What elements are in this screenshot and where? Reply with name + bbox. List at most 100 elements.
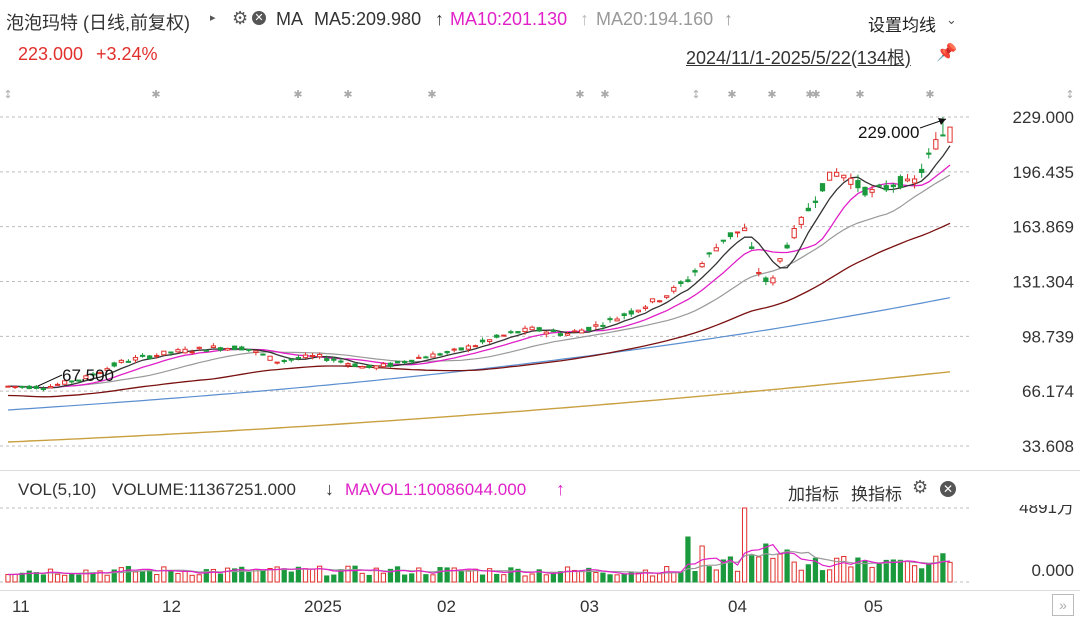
- event-marker-icon: ✱: [925, 90, 934, 101]
- ma10-line: [7, 164, 951, 389]
- candle-body: [331, 358, 337, 361]
- event-marker-icon: ✱: [600, 90, 609, 101]
- volume-bar: [444, 567, 450, 583]
- gear-icon[interactable]: ⚙: [912, 477, 929, 497]
- candle-body: [387, 362, 394, 367]
- candle-body: [366, 364, 372, 369]
- candle-body: [607, 318, 613, 321]
- candle-body: [232, 345, 238, 351]
- candles: [5, 117, 953, 392]
- current-price: 223.000: [18, 44, 84, 64]
- candle-body: [47, 386, 54, 389]
- candle-body: [295, 357, 302, 360]
- chevron-down-icon[interactable]: ⌄: [946, 12, 957, 27]
- gear-icon[interactable]: ⚙: [232, 8, 249, 28]
- event-marker-icon: ✱: [855, 90, 864, 101]
- ma-lines: [7, 145, 951, 443]
- x-tick-label: 04: [728, 597, 747, 616]
- close-icon[interactable]: ✕: [252, 11, 266, 25]
- volume-bar: [579, 570, 585, 583]
- candle-body: [834, 171, 840, 177]
- volume-bar: [834, 557, 840, 583]
- y-tick-label: 33.608: [1022, 437, 1074, 456]
- switch-indicator-button[interactable]: 换指标: [851, 485, 902, 504]
- title-expand-icon[interactable]: ▸: [210, 12, 216, 24]
- candle-body: [678, 281, 684, 285]
- volume-bar: [671, 571, 677, 583]
- scroll-right-button[interactable]: »: [1052, 594, 1074, 616]
- event-marker-icon: ↕: [691, 90, 700, 101]
- candle-body: [267, 355, 273, 361]
- candle-body: [635, 309, 641, 313]
- stock-title[interactable]: 泡泡玛特 (日线,前复权): [6, 13, 190, 33]
- ma20-line: [7, 174, 951, 389]
- volume-bar: [246, 571, 252, 583]
- candle-body: [727, 232, 734, 238]
- volume-bar: [345, 565, 351, 583]
- candle-body: [309, 354, 316, 358]
- candle-body: [154, 354, 160, 357]
- date-range[interactable]: 2024/11/1-2025/5/22(134根): [686, 48, 911, 68]
- volume-bar: [83, 569, 89, 583]
- volume-bar: [664, 566, 670, 583]
- volume-bar: [911, 565, 918, 583]
- volume-bar: [486, 568, 493, 583]
- high-annotation: 229.000: [858, 123, 919, 142]
- ma5-line: [7, 145, 951, 389]
- volume-bar: [586, 567, 592, 583]
- candle-body: [40, 387, 47, 390]
- candle-body: [394, 360, 401, 364]
- candle-body: [848, 177, 854, 185]
- volume-chart[interactable]: 4891万 0.000: [0, 505, 1080, 590]
- candle-body: [409, 359, 415, 363]
- candle-body: [104, 368, 110, 371]
- volume-bar: [543, 574, 549, 583]
- candle-body: [210, 345, 217, 348]
- volume-bar: [288, 571, 294, 583]
- vol-tick-label: 4891万: [1019, 505, 1074, 517]
- add-indicator-button[interactable]: 加指标: [788, 485, 839, 504]
- candle-body: [522, 327, 528, 333]
- ma250-line: [7, 371, 951, 443]
- close-icon[interactable]: ✕: [940, 481, 956, 497]
- candle-body: [479, 339, 486, 343]
- candle-body: [33, 385, 39, 389]
- volume-bar: [791, 561, 797, 583]
- volume-bar: [933, 555, 939, 583]
- candle-body: [586, 326, 592, 332]
- volume-bar: [926, 564, 932, 583]
- volume-bar: [713, 569, 719, 583]
- candle-body: [12, 386, 18, 389]
- price-chart[interactable]: ↕ ✱ ✱ ✱ ✱ ✱ ✱ ↕ ✱ ✱ ✱✱ ✱ ✱ ↕ 229.000196.435163.869131…: [0, 90, 1080, 470]
- candle-body: [281, 360, 287, 363]
- candle-body: [175, 349, 181, 353]
- volume-bar: [777, 553, 783, 583]
- candle-body: [253, 350, 259, 353]
- candle-body: [656, 300, 663, 303]
- candle-body: [940, 134, 946, 137]
- volume-bar: [309, 568, 316, 583]
- candle-body: [763, 277, 769, 283]
- volume-bar: [196, 574, 202, 583]
- volume-bar: [366, 574, 372, 583]
- candle-body: [437, 353, 443, 356]
- candle-body: [904, 178, 911, 182]
- chart-divider: [0, 470, 1080, 471]
- y-tick-label: 98.739: [1022, 327, 1074, 346]
- y-tick-label: 66.174: [1022, 382, 1074, 401]
- volume-bar: [260, 569, 266, 583]
- volume-bar: [685, 536, 691, 583]
- ma20-value: MA20:194.160: [596, 9, 714, 29]
- candle-body: [83, 375, 89, 380]
- price-axis: 229.000 196.435 163.869 131.304 98.739 66.174…: [1013, 108, 1074, 456]
- volume-bar: [621, 573, 627, 583]
- vol-label[interactable]: VOL(5,10): [18, 480, 97, 499]
- candle-body: [642, 306, 649, 309]
- pin-icon[interactable]: 📌: [936, 43, 958, 62]
- candle-body: [62, 380, 68, 385]
- volume-bar: [40, 574, 47, 583]
- ma-settings-dropdown[interactable]: 设置均线: [868, 16, 936, 35]
- candle-body: [600, 324, 606, 327]
- volume-bar: [267, 567, 273, 583]
- high-arrowhead: [938, 118, 946, 125]
